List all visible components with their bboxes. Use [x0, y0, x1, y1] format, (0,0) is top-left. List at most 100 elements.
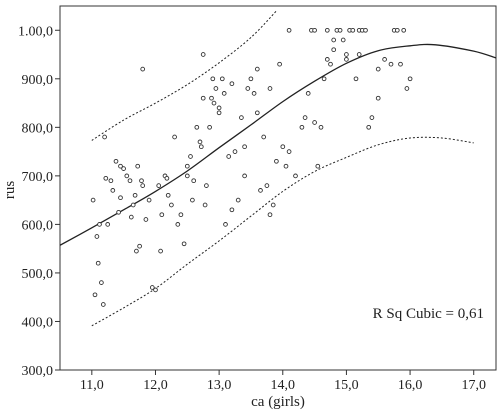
r-squared-annotation: R Sq Cubic = 0,61: [373, 306, 484, 322]
data-point: [394, 27, 400, 33]
data-point: [286, 149, 292, 154]
data-point: [258, 188, 263, 193]
data-point: [223, 222, 228, 227]
data-point: [210, 76, 216, 82]
data-point: [404, 86, 410, 91]
data-point: [118, 195, 123, 201]
data-point: [221, 91, 227, 96]
data-point: [280, 144, 286, 150]
data-point: [312, 27, 317, 33]
data-point: [113, 158, 119, 164]
data-point: [283, 163, 289, 169]
data-point: [293, 173, 298, 179]
data-point: [350, 27, 356, 33]
data-point: [369, 115, 375, 120]
data-point: [239, 115, 244, 120]
data-point: [153, 287, 158, 293]
data-point: [264, 183, 270, 188]
data-point: [302, 115, 308, 120]
data-point: [175, 222, 181, 227]
data-point: [184, 163, 190, 169]
data-point: [156, 183, 162, 188]
data-point: [124, 173, 130, 179]
data-point: [229, 81, 235, 87]
data-point: [229, 207, 235, 213]
data-point: [197, 139, 203, 145]
data-point: [363, 27, 368, 33]
data-point: [209, 95, 214, 101]
data-point: [95, 260, 101, 266]
data-points: [90, 27, 413, 307]
data-point: [137, 243, 142, 249]
x-tick-label: 15,0: [334, 378, 359, 393]
data-point: [226, 154, 232, 159]
data-point: [254, 66, 260, 72]
data-point: [213, 86, 219, 91]
x-axis: 11,0 12,0 13,0 14,0 15,0 16,0 17,0: [80, 370, 486, 393]
data-point: [274, 158, 279, 164]
data-point: [251, 91, 257, 96]
data-point: [143, 217, 149, 222]
data-point: [340, 37, 346, 43]
data-point: [242, 144, 247, 150]
y-tick-label: 600,0: [22, 218, 54, 233]
y-tick-label: 400,0: [22, 315, 54, 330]
data-point: [331, 47, 337, 53]
data-point: [318, 124, 324, 130]
data-point: [337, 27, 343, 33]
plot-frame: [59, 5, 497, 371]
data-point: [353, 76, 359, 82]
data-point: [97, 222, 102, 227]
data-point: [321, 76, 327, 82]
data-point: [248, 76, 254, 82]
data-point: [312, 120, 317, 125]
data-point: [388, 61, 394, 67]
data-point: [200, 95, 206, 101]
lower-confidence-line: [91, 136, 474, 327]
y-tick-label: 900,0: [22, 73, 54, 88]
y-axis: 300,0 400,0 500,0 600,0 700,0 800,0 900,0 1.00,…: [18, 24, 60, 379]
data-point: [299, 124, 305, 130]
data-point: [216, 110, 222, 116]
data-point: [382, 57, 387, 62]
y-tick-label: 500,0: [22, 267, 54, 282]
data-point: [242, 173, 247, 179]
data-point: [216, 105, 222, 111]
data-point: [305, 91, 311, 96]
data-point: [198, 144, 204, 150]
data-point: [178, 212, 184, 218]
data-point: [398, 61, 403, 67]
data-point: [121, 166, 126, 171]
data-point: [204, 183, 209, 188]
x-tick-label: 16,0: [398, 378, 423, 393]
y-tick-label: 1.00,0: [18, 24, 53, 39]
data-point: [92, 292, 98, 298]
data-point: [159, 212, 165, 218]
data-point: [315, 163, 321, 169]
data-point: [331, 37, 337, 43]
data-point: [324, 27, 330, 33]
data-point: [172, 134, 177, 140]
data-point: [165, 192, 171, 198]
data-point: [211, 100, 217, 106]
data-point: [130, 202, 136, 208]
data-point: [324, 57, 330, 62]
upper-confidence-line: [91, 10, 277, 141]
data-point: [184, 173, 190, 179]
data-point: [366, 124, 372, 130]
data-point: [99, 280, 104, 285]
data-point: [375, 95, 381, 101]
data-point: [207, 124, 212, 130]
data-point: [270, 202, 276, 208]
data-point: [232, 149, 238, 154]
data-point: [128, 214, 134, 220]
data-point: [103, 175, 109, 181]
data-point: [202, 202, 208, 208]
cubic-fit-line: [60, 43, 496, 246]
data-point: [188, 154, 193, 159]
data-point: [108, 178, 114, 184]
data-point: [401, 27, 407, 33]
y-tick-label: 800,0: [22, 121, 54, 136]
data-point: [158, 248, 163, 254]
